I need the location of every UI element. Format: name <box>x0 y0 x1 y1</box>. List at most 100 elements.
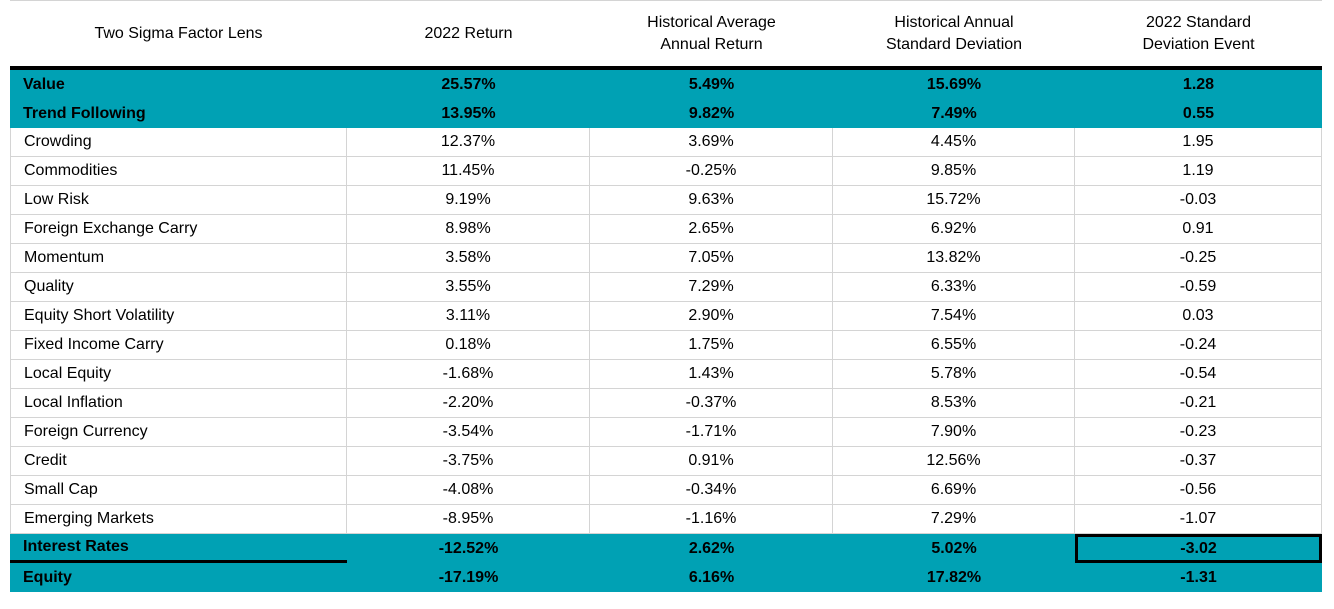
value-cell: 15.69% <box>926 75 982 93</box>
column-header-label: 2022 Return <box>424 24 513 42</box>
factor-table-body: Value 25.57% 5.49% 15.69% 1.28 Trend Followin… <box>10 70 1322 592</box>
column-header-historical-average-annual-return: Historical Average Annual Return <box>590 1 833 66</box>
table-row: Local Inflation -2.20% -0.37% 8.53% -0.21 <box>10 389 1322 418</box>
factor-name-cell: Equity Short Volatility <box>10 302 347 330</box>
factor-name-cell: Momentum <box>10 244 347 272</box>
factor-name-cell: Credit <box>10 447 347 475</box>
value-cell: 1.19 <box>1075 157 1322 185</box>
value-cell: 0.91 <box>1075 215 1322 243</box>
value-cell: 13.95% <box>441 104 496 122</box>
value-cell: 1.43% <box>590 360 833 388</box>
value-cell: -3.75% <box>347 447 590 475</box>
table-row: Trend Following 13.95% 9.82% 7.49% 0.55 <box>10 99 1322 128</box>
value-cell: 7.90% <box>833 418 1075 446</box>
value-cell: 17.82% <box>926 568 982 586</box>
factor-name-cell: Local Inflation <box>10 389 347 417</box>
column-header-2022-return: 2022 Return <box>347 1 590 66</box>
value-cell: 9.82% <box>688 104 735 122</box>
table-row: Foreign Exchange Carry 8.98% 2.65% 6.92% 0.9… <box>10 215 1322 244</box>
table-row: Equity -17.19% 6.16% 17.82% -1.31 <box>10 563 1322 592</box>
value-cell: -3.54% <box>347 418 590 446</box>
column-header-factor-lens: Two Sigma Factor Lens <box>10 1 347 66</box>
table-row: Credit -3.75% 0.91% 12.56% -0.37 <box>10 447 1322 476</box>
value-cell: 6.92% <box>833 215 1075 243</box>
value-cell: 1.95 <box>1075 128 1322 156</box>
value-cell: -0.56 <box>1075 476 1322 504</box>
table-row: Local Equity -1.68% 1.43% 5.78% -0.54 <box>10 360 1322 389</box>
value-cell: 0.55 <box>1182 104 1215 122</box>
value-cell: -0.34% <box>590 476 833 504</box>
value-cell: 11.45% <box>347 157 590 185</box>
factor-table: Two Sigma Factor Lens 2022 Return Histor… <box>10 0 1322 592</box>
value-cell: 25.57% <box>441 75 496 93</box>
column-header-label: Two Sigma Factor Lens <box>94 24 263 42</box>
factor-name-cell: Small Cap <box>10 476 347 504</box>
table-row: Low Risk 9.19% 9.63% 15.72% -0.03 <box>10 186 1322 215</box>
factor-name-cell: Interest Rates <box>10 534 347 563</box>
value-cell: 3.58% <box>347 244 590 272</box>
factor-name-cell: Value <box>23 75 65 93</box>
value-cell: 3.69% <box>590 128 833 156</box>
table-row: Commodities 11.45% -0.25% 9.85% 1.19 <box>10 157 1322 186</box>
value-cell: -1.68% <box>347 360 590 388</box>
value-cell: -0.59 <box>1075 273 1322 301</box>
factor-name-cell: Commodities <box>10 157 347 185</box>
table-row: Emerging Markets -8.95% -1.16% 7.29% -1.07 <box>10 505 1322 534</box>
value-cell: -0.03 <box>1075 186 1322 214</box>
value-cell: 7.29% <box>833 505 1075 533</box>
value-cell: 12.56% <box>833 447 1075 475</box>
value-cell: -0.23 <box>1075 418 1322 446</box>
value-cell: -8.95% <box>347 505 590 533</box>
value-cell: 1.28 <box>1182 75 1215 93</box>
value-cell: 15.72% <box>833 186 1075 214</box>
column-header-2022-standard-deviation-event: 2022 Standard Deviation Event <box>1075 1 1322 66</box>
factor-name-cell: Emerging Markets <box>10 505 347 533</box>
value-cell: 8.53% <box>833 389 1075 417</box>
table-row: Foreign Currency -3.54% -1.71% 7.90% -0.23 <box>10 418 1322 447</box>
factor-name-cell: Local Equity <box>10 360 347 388</box>
value-cell: 0.03 <box>1075 302 1322 330</box>
value-cell: 3.11% <box>347 302 590 330</box>
value-cell: -1.07 <box>1075 505 1322 533</box>
factor-name-cell: Foreign Currency <box>10 418 347 446</box>
value-cell: -4.08% <box>347 476 590 504</box>
value-cell: 6.16% <box>688 568 735 586</box>
value-cell: 9.63% <box>590 186 833 214</box>
value-cell: 7.54% <box>833 302 1075 330</box>
value-cell: 8.98% <box>347 215 590 243</box>
value-cell: 0.91% <box>590 447 833 475</box>
factor-name-cell: Trend Following <box>23 104 146 122</box>
column-header-label: Historical Average Annual Return <box>647 13 776 53</box>
value-cell: 9.19% <box>347 186 590 214</box>
factor-name-cell: Crowding <box>10 128 347 156</box>
value-cell: 0.18% <box>347 331 590 359</box>
factor-name-cell: Foreign Exchange Carry <box>10 215 347 243</box>
table-row: Interest Rates -12.52% 2.62% 5.02% -3.02 <box>10 534 1322 563</box>
value-cell: 1.75% <box>590 331 833 359</box>
table-row: Quality 3.55% 7.29% 6.33% -0.59 <box>10 273 1322 302</box>
value-cell: 5.49% <box>688 75 735 93</box>
factor-name-cell: Equity <box>23 568 72 586</box>
value-cell: 7.49% <box>931 104 977 122</box>
value-cell: 3.55% <box>347 273 590 301</box>
value-cell: 2.65% <box>590 215 833 243</box>
table-row: Crowding 12.37% 3.69% 4.45% 1.95 <box>10 128 1322 157</box>
table-row: Small Cap -4.08% -0.34% 6.69% -0.56 <box>10 476 1322 505</box>
value-cell: 13.82% <box>833 244 1075 272</box>
value-cell: -2.20% <box>347 389 590 417</box>
value-cell: -12.52% <box>438 539 499 557</box>
value-cell: 9.85% <box>833 157 1075 185</box>
value-cell: 2.62% <box>688 539 735 557</box>
value-cell: 5.78% <box>833 360 1075 388</box>
factor-name-cell: Low Risk <box>10 186 347 214</box>
value-cell: -0.37% <box>590 389 833 417</box>
factor-name-cell: Quality <box>10 273 347 301</box>
factor-name-cell: Fixed Income Carry <box>10 331 347 359</box>
table-row: Momentum 3.58% 7.05% 13.82% -0.25 <box>10 244 1322 273</box>
value-cell: -3.02 <box>1075 534 1322 563</box>
column-header-label: Historical Annual Standard Deviation <box>885 13 1023 53</box>
column-header-label: 2022 Standard Deviation Event <box>1142 13 1255 53</box>
table-row: Value 25.57% 5.49% 15.69% 1.28 <box>10 70 1322 99</box>
value-cell: -0.25% <box>590 157 833 185</box>
